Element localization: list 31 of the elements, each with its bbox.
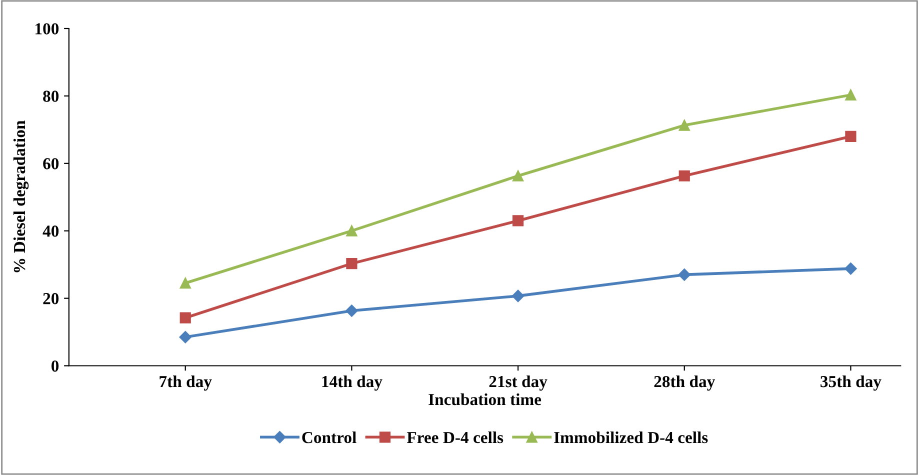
x-axis-title: Incubation time [428, 393, 542, 406]
point [179, 330, 192, 344]
point [512, 215, 524, 226]
y-tick-label: 100 [36, 23, 59, 34]
y-tick-label: 60 [43, 158, 59, 170]
y-axis-title: % Diesel degradation [13, 120, 29, 272]
x-tick-label: 14th day [322, 375, 382, 391]
point [346, 304, 358, 317]
point [346, 225, 358, 236]
legend-label: Control [302, 431, 356, 444]
x-tick-label: 21st day [489, 375, 548, 391]
x-tick-label: 28th day [654, 375, 716, 391]
point [845, 130, 856, 142]
legend-label: Free D-4 cells [406, 431, 504, 444]
x-tick-label: 35th day [820, 375, 882, 391]
y-tick-label: 40 [42, 226, 59, 237]
x-tick-label: 7th day [160, 375, 212, 391]
point [346, 258, 358, 270]
point [678, 170, 690, 182]
point [180, 278, 191, 289]
point [512, 290, 524, 302]
y-tick-label: 0 [52, 360, 59, 372]
point [678, 268, 690, 281]
y-tick-label: 80 [43, 90, 59, 102]
point [180, 312, 191, 324]
point [512, 170, 524, 182]
y-tick-label: 20 [43, 293, 59, 304]
point [844, 262, 857, 275]
point [678, 120, 690, 131]
point [845, 89, 856, 100]
legend-label: Immobilized D-4 cells [554, 431, 708, 444]
